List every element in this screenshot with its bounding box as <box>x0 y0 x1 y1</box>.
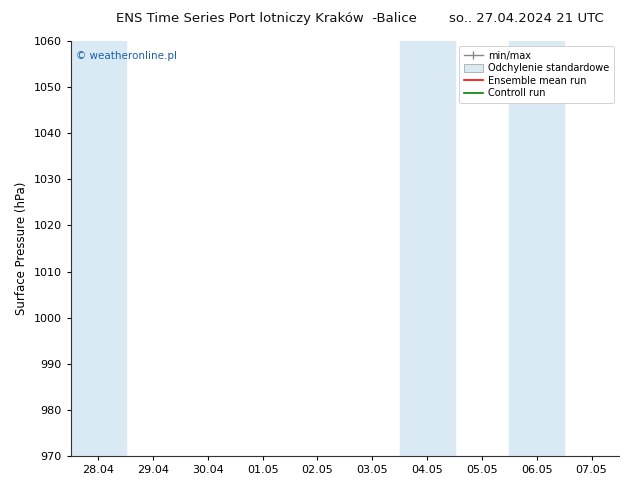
Bar <box>509 41 564 456</box>
Text: so.. 27.04.2024 21 UTC: so.. 27.04.2024 21 UTC <box>449 12 604 25</box>
Text: ENS Time Series Port lotniczy Kraków  -Balice: ENS Time Series Port lotniczy Kraków -Ba… <box>116 12 417 25</box>
Y-axis label: Surface Pressure (hPa): Surface Pressure (hPa) <box>15 182 28 315</box>
Legend: min/max, Odchylenie standardowe, Ensemble mean run, Controll run: min/max, Odchylenie standardowe, Ensembl… <box>459 46 614 103</box>
Bar <box>71 41 126 456</box>
Text: © weatheronline.pl: © weatheronline.pl <box>76 51 177 61</box>
Bar <box>399 41 455 456</box>
